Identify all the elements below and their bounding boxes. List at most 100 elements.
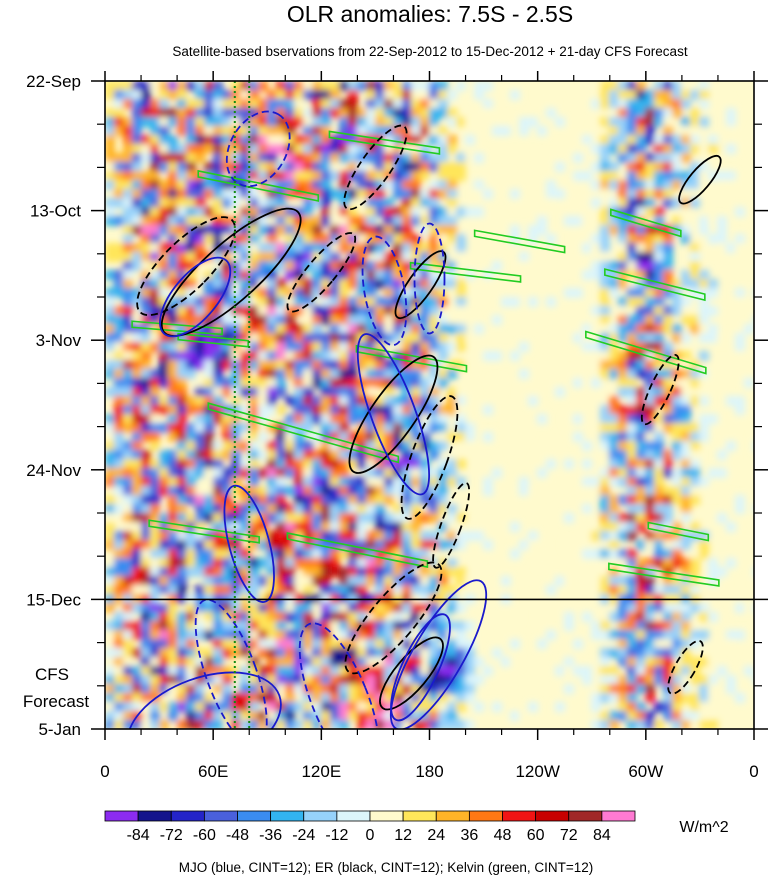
anomaly-cell (636, 225, 646, 235)
er-contour (667, 639, 704, 695)
anomaly-cell (429, 342, 439, 352)
anomaly-cell (348, 261, 358, 271)
anomaly-cell (249, 378, 259, 388)
anomaly-cell (501, 486, 511, 496)
anomaly-cell (240, 441, 250, 451)
anomaly-cell (258, 486, 268, 496)
anomaly-cell (609, 369, 619, 379)
mjo-contour (126, 671, 282, 729)
anomaly-cell (123, 162, 133, 172)
anomaly-cell (105, 369, 115, 379)
anomaly-cell (105, 333, 115, 343)
anomaly-cell (600, 720, 610, 729)
anomaly-cell (384, 369, 394, 379)
anomaly-cell (591, 396, 601, 406)
anomaly-cell (267, 576, 277, 586)
anomaly-cell (582, 576, 592, 586)
anomaly-cell (375, 585, 385, 595)
anomaly-cell (267, 666, 277, 676)
anomaly-cell (177, 450, 187, 460)
anomaly-cell (141, 657, 151, 667)
anomaly-cell (510, 441, 520, 451)
anomaly-cell (618, 558, 628, 568)
anomaly-cell (366, 306, 376, 316)
anomaly-cell (420, 243, 430, 253)
anomaly-cell (150, 639, 160, 649)
anomaly-cell (186, 495, 196, 505)
anomaly-cell (582, 270, 592, 280)
anomaly-cell (600, 585, 610, 595)
anomaly-cell (627, 180, 637, 190)
anomaly-cell (564, 180, 574, 190)
anomaly-cell (546, 297, 556, 307)
anomaly-cell (447, 90, 457, 100)
anomaly-cell (609, 495, 619, 505)
anomaly-cell (339, 333, 349, 343)
anomaly-cell (654, 153, 664, 163)
anomaly-cell (312, 675, 322, 685)
anomaly-cell (213, 117, 223, 127)
anomaly-cell (348, 486, 358, 496)
anomaly-cell (681, 288, 691, 298)
anomaly-cell (672, 432, 682, 442)
anomaly-cell (114, 468, 124, 478)
anomaly-cell (213, 630, 223, 640)
anomaly-cell (618, 468, 628, 478)
anomaly-cell (186, 360, 196, 370)
anomaly-cell (681, 117, 691, 127)
anomaly-cell (681, 648, 691, 658)
anomaly-cell (411, 270, 421, 280)
anomaly-cell (249, 306, 259, 316)
anomaly-cell (654, 504, 664, 514)
anomaly-cell (303, 351, 313, 361)
anomaly-cell (420, 486, 430, 496)
anomaly-cell (636, 360, 646, 370)
anomaly-cell (375, 234, 385, 244)
anomaly-cell (303, 405, 313, 415)
anomaly-cell (375, 171, 385, 181)
anomaly-cell (411, 261, 421, 271)
anomaly-cell (393, 486, 403, 496)
anomaly-cell (384, 324, 394, 334)
anomaly-cell (312, 117, 322, 127)
anomaly-cell (375, 261, 385, 271)
anomaly-cell (222, 684, 232, 694)
anomaly-cell (267, 153, 277, 163)
anomaly-cell (168, 117, 178, 127)
anomaly-cell (177, 675, 187, 685)
colorbar-tick-label: -48 (226, 827, 249, 844)
anomaly-cell (663, 252, 673, 262)
anomaly-cell (159, 99, 169, 109)
anomaly-cell (348, 279, 358, 289)
anomaly-cell (294, 504, 304, 514)
anomaly-cell (285, 666, 295, 676)
anomaly-cell (330, 486, 340, 496)
anomaly-cell (231, 639, 241, 649)
anomaly-cell (330, 450, 340, 460)
anomaly-cell (357, 720, 367, 729)
anomaly-cell (303, 630, 313, 640)
anomaly-cell (222, 180, 232, 190)
anomaly-cell (627, 144, 637, 154)
anomaly-cell (609, 81, 619, 91)
anomaly-cell (159, 720, 169, 729)
anomaly-cell (267, 477, 277, 487)
anomaly-cell (303, 540, 313, 550)
anomaly-cell (258, 198, 268, 208)
anomaly-cell (123, 126, 133, 136)
anomaly-cell (384, 180, 394, 190)
anomaly-cell (150, 405, 160, 415)
filtered-contours (126, 110, 722, 729)
anomaly-cell (231, 504, 241, 514)
anomaly-cell (339, 360, 349, 370)
anomaly-cell (627, 459, 637, 469)
anomaly-cell (285, 711, 295, 721)
anomaly-cell (663, 108, 673, 118)
anomaly-cell (591, 99, 601, 109)
anomaly-cell (339, 324, 349, 334)
anomaly-cell (141, 261, 151, 271)
anomaly-cell (663, 279, 673, 289)
anomaly-cell (105, 324, 115, 334)
anomaly-cell (420, 558, 430, 568)
anomaly-cell (636, 369, 646, 379)
